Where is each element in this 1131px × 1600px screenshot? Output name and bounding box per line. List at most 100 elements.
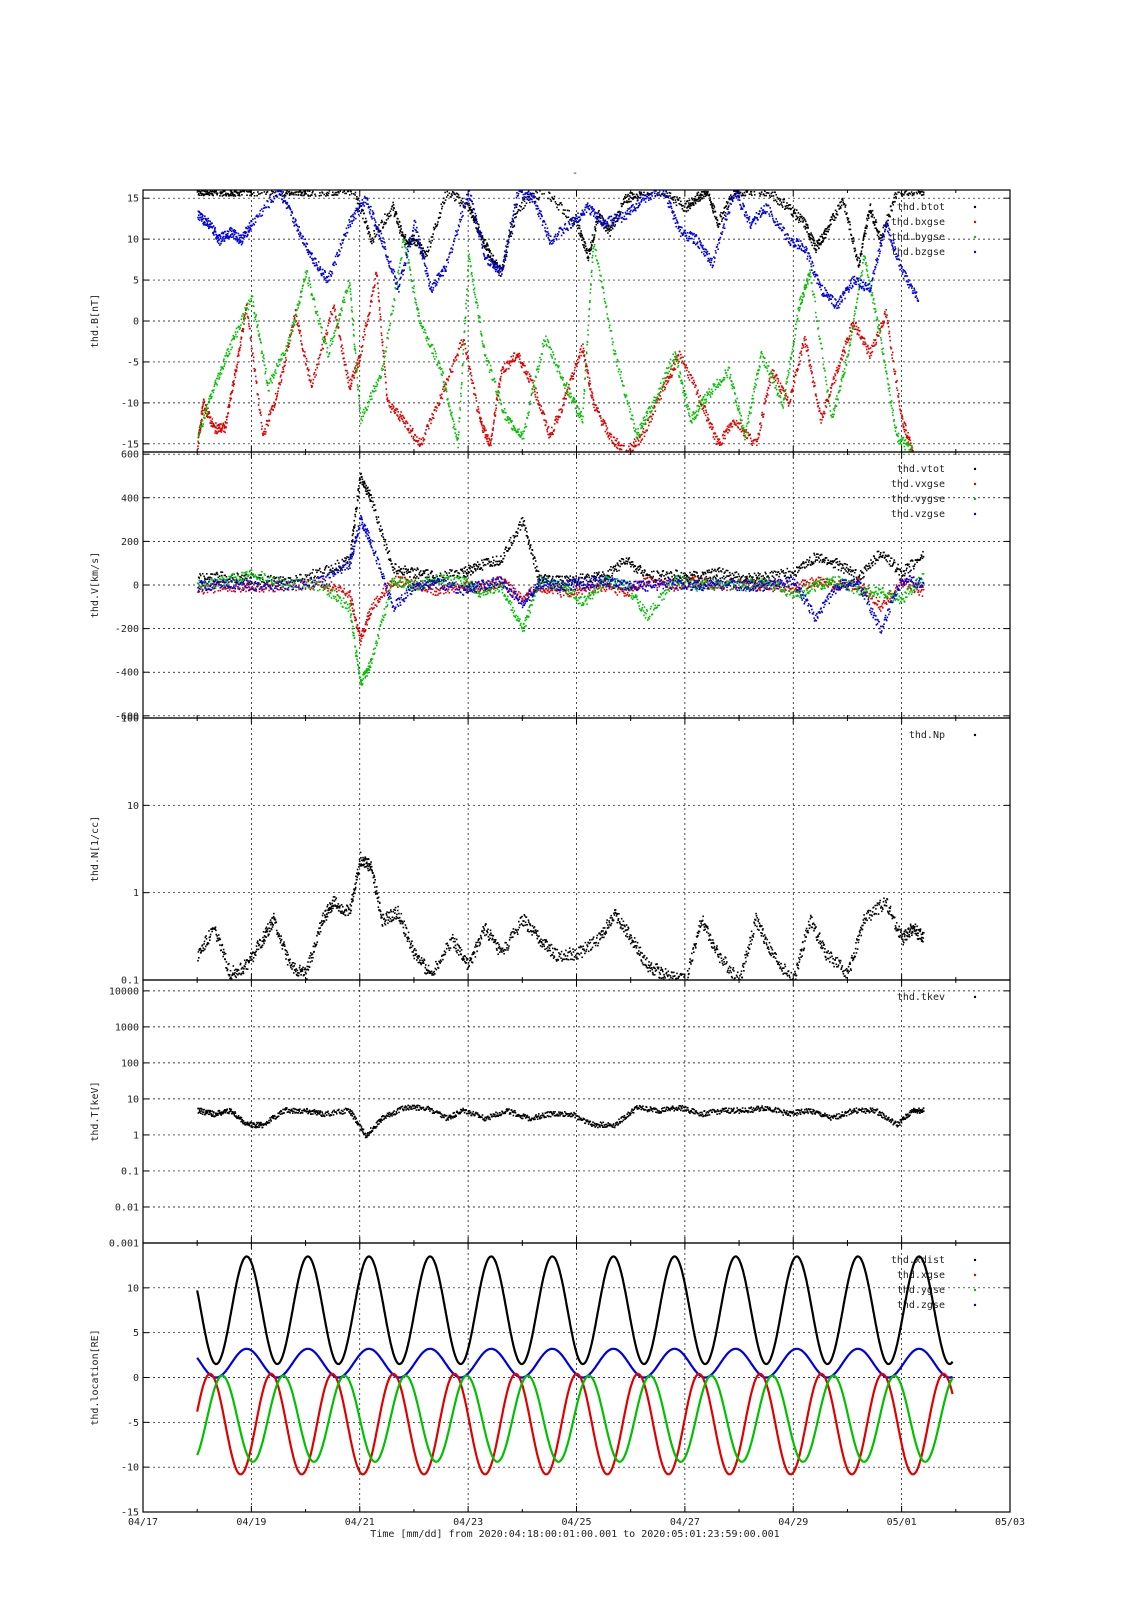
data-point xyxy=(907,193,909,195)
data-point xyxy=(602,287,605,290)
data-point xyxy=(721,218,724,220)
data-point xyxy=(503,254,506,257)
data-point xyxy=(359,407,361,409)
data-point xyxy=(850,330,852,332)
data-point xyxy=(466,358,468,360)
data-point xyxy=(321,326,323,329)
data-point xyxy=(510,427,513,430)
data-point xyxy=(780,203,782,205)
data-point xyxy=(441,367,443,370)
data-point xyxy=(811,234,813,236)
data-point xyxy=(599,279,602,282)
data-point xyxy=(461,364,464,366)
data-point xyxy=(434,358,436,360)
data-point xyxy=(805,285,807,287)
data-point xyxy=(779,395,781,397)
data-point xyxy=(304,362,307,365)
data-point xyxy=(398,266,401,268)
data-point xyxy=(329,344,331,347)
data-point xyxy=(778,395,780,398)
data-point xyxy=(682,204,684,207)
data-point xyxy=(279,363,281,366)
data-point xyxy=(809,367,812,370)
data-point xyxy=(696,192,699,195)
data-point xyxy=(905,424,907,427)
data-point xyxy=(206,413,208,415)
data-point xyxy=(318,356,321,359)
data-point xyxy=(521,366,523,369)
data-point xyxy=(780,389,782,391)
data-point xyxy=(767,365,770,367)
data-point xyxy=(620,371,622,373)
data-point xyxy=(823,367,826,370)
data-point xyxy=(858,287,861,289)
data-point xyxy=(750,442,752,445)
data-point xyxy=(685,396,688,399)
data-point xyxy=(820,342,822,345)
data-point xyxy=(219,430,221,433)
data-point xyxy=(426,254,428,257)
data-point xyxy=(564,387,566,389)
data-point xyxy=(670,368,672,370)
data-point xyxy=(866,225,868,227)
data-point xyxy=(515,206,518,208)
data-point xyxy=(880,322,882,324)
data-point xyxy=(833,377,835,380)
data-point xyxy=(200,423,203,425)
data-point xyxy=(596,407,598,409)
data-point xyxy=(824,237,826,239)
data-point xyxy=(471,215,474,217)
data-point xyxy=(308,277,310,279)
data-point xyxy=(594,248,596,251)
data-point xyxy=(298,325,300,327)
data-point xyxy=(759,195,761,197)
data-point xyxy=(753,390,755,393)
data-point xyxy=(694,417,697,420)
data-point xyxy=(291,324,294,327)
data-point xyxy=(293,193,295,196)
data-point xyxy=(658,388,660,390)
data-point xyxy=(472,216,474,218)
data-point xyxy=(512,428,514,430)
data-point xyxy=(501,368,504,371)
data-point xyxy=(213,385,215,388)
data-point xyxy=(357,357,360,359)
data-point xyxy=(417,308,420,310)
data-point xyxy=(787,369,789,372)
data-point xyxy=(861,337,864,339)
data-point xyxy=(344,369,347,372)
data-point xyxy=(327,194,329,197)
data-point xyxy=(366,226,368,229)
data-point xyxy=(841,374,844,377)
data-point xyxy=(619,377,622,379)
data-point xyxy=(339,335,341,338)
data-point xyxy=(483,346,486,349)
data-point xyxy=(586,352,588,355)
data-point xyxy=(663,382,665,385)
data-point xyxy=(737,409,740,412)
data-point xyxy=(479,330,482,333)
data-point xyxy=(463,344,465,346)
data-point xyxy=(471,211,474,214)
data-point xyxy=(807,227,809,229)
data-point xyxy=(498,392,501,394)
data-point xyxy=(423,331,425,333)
data-point xyxy=(236,336,238,338)
data-point xyxy=(614,221,617,223)
data-point xyxy=(655,402,657,404)
data-point xyxy=(401,414,404,417)
data-point xyxy=(525,202,528,204)
data-point xyxy=(720,381,723,384)
data-point xyxy=(872,345,874,347)
data-point xyxy=(583,393,585,395)
data-point xyxy=(499,264,501,267)
data-point xyxy=(433,348,435,350)
data-point xyxy=(235,365,238,367)
data-point xyxy=(447,378,449,380)
data-point xyxy=(671,374,673,377)
data-point xyxy=(244,314,246,316)
data-point xyxy=(582,343,584,345)
data-point xyxy=(858,263,860,266)
data-point xyxy=(832,415,834,418)
data-point xyxy=(466,202,469,205)
